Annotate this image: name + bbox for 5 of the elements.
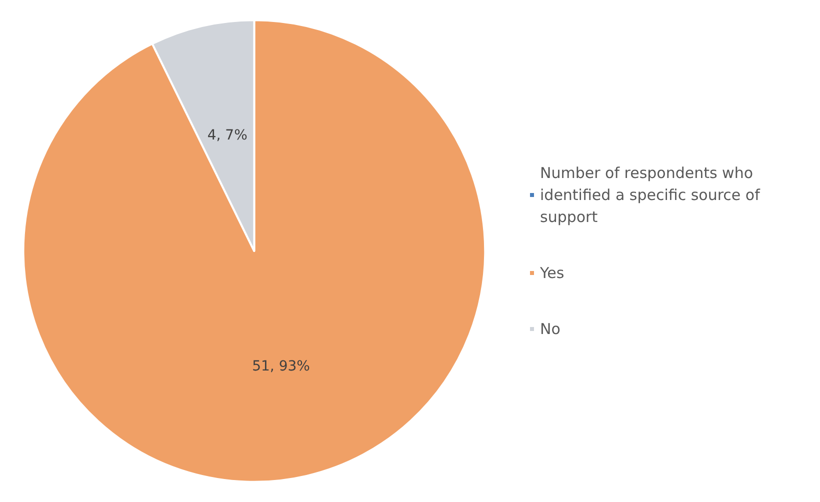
data-label: 51, 93% <box>252 358 310 374</box>
legend-label: Number of respondents who identified a specific source of support <box>540 164 765 226</box>
legend-label: Yes <box>539 264 564 282</box>
legend-label: No <box>540 320 560 338</box>
data-label: 4, 7% <box>207 128 248 144</box>
